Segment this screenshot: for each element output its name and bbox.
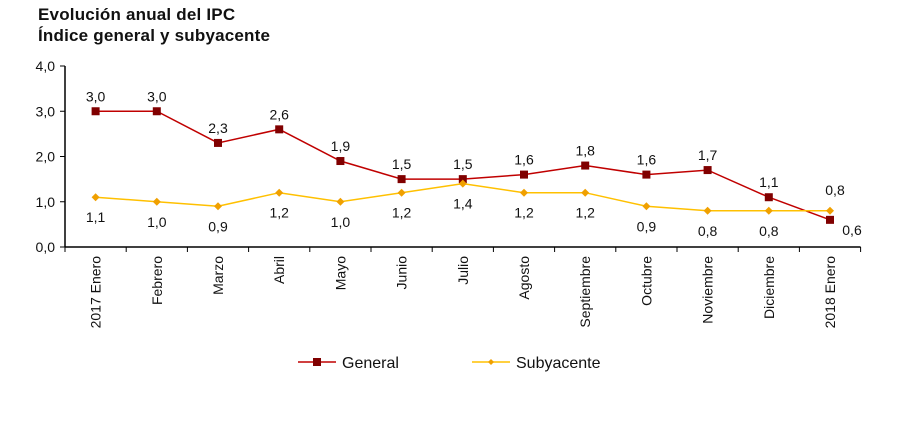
y-tick-label: 3,0 [36,103,56,119]
x-tick-label: 2018 Enero [822,256,838,329]
x-tick-label: Febrero [149,256,165,305]
data-label-general: 2,3 [208,120,228,136]
data-point-subyacente [826,206,834,215]
x-tick-label: Marzo [210,256,226,295]
data-point-general [826,215,834,224]
data-point-general [642,170,651,179]
data-point-subyacente [275,188,284,197]
data-point-subyacente [152,197,161,206]
x-tick-label: Octubre [638,256,654,306]
data-label-general: 3,0 [147,88,167,104]
x-tick-label: 2017 Enero [88,256,104,329]
x-tick-label: Abril [271,256,287,284]
data-point-general [275,125,284,134]
y-tick-label: 1,0 [36,194,56,210]
data-point-subyacente [458,179,467,188]
legend-label-general: General [342,355,399,372]
data-point-general [152,107,161,116]
y-tick-label: 0,0 [36,239,56,255]
data-label-subyacente: 1,2 [575,205,595,221]
data-point-general [764,193,773,202]
data-point-general [458,175,467,184]
data-label-general: 2,6 [269,106,289,122]
y-tick-label: 4,0 [36,58,56,74]
x-tick-label: Diciembre [761,256,777,319]
data-label-subyacente: 0,9 [208,218,228,234]
x-tick-label: Septiembre [577,256,593,328]
legend-marker-general [313,358,321,366]
data-label-subyacente: 0,9 [637,218,657,234]
x-tick-label: Junio [394,256,410,290]
data-point-general [336,157,345,166]
data-label-general: 1,1 [759,174,779,190]
legend-marker-subyacente [488,359,494,365]
data-label-general: 1,5 [392,156,412,172]
data-point-subyacente [520,188,528,197]
data-label-subyacente: 0,8 [825,182,845,198]
data-point-general [397,175,406,184]
data-point-subyacente [642,202,651,211]
chart-title: Evolución anual del IPC [38,5,236,24]
data-label-general: 1,7 [698,147,718,163]
data-point-general [703,166,712,175]
data-label-subyacente: 1,1 [86,209,106,225]
data-label-subyacente: 1,0 [331,214,351,230]
data-point-general [91,107,100,116]
data-label-general: 1,9 [331,138,351,154]
x-tick-label: Noviembre [700,256,716,324]
data-label-subyacente: 1,0 [147,214,167,230]
x-tick-label: Agosto [516,256,532,300]
data-label-general: 1,6 [514,152,534,168]
data-point-general [581,161,590,170]
data-point-subyacente [91,193,100,202]
data-point-general [214,138,222,147]
data-point-subyacente [581,188,590,197]
data-label-subyacente: 1,2 [392,205,412,221]
data-label-general: 1,8 [575,143,595,159]
data-label-general: 1,6 [637,152,657,168]
data-label-subyacente: 1,2 [269,205,289,221]
legend-label-subyacente: Subyacente [516,355,601,372]
data-label-general: 3,0 [86,88,106,104]
data-point-subyacente [214,202,222,211]
data-point-subyacente [397,188,406,197]
data-label-general: 1,5 [453,156,473,172]
data-label-subyacente: 1,2 [514,205,534,221]
data-point-general [520,170,528,179]
data-label-general: 0,6 [842,222,862,238]
data-label-subyacente: 0,8 [698,223,718,239]
data-label-subyacente: 0,8 [759,223,779,239]
data-point-subyacente [336,197,345,206]
data-point-subyacente [764,206,773,215]
data-label-subyacente: 1,4 [453,196,473,212]
chart-subtitle: Índice general y subyacente [38,26,271,45]
x-tick-label: Mayo [332,256,348,290]
x-tick-label: Julio [455,256,471,285]
data-point-subyacente [703,206,712,215]
y-tick-label: 2,0 [36,149,56,165]
